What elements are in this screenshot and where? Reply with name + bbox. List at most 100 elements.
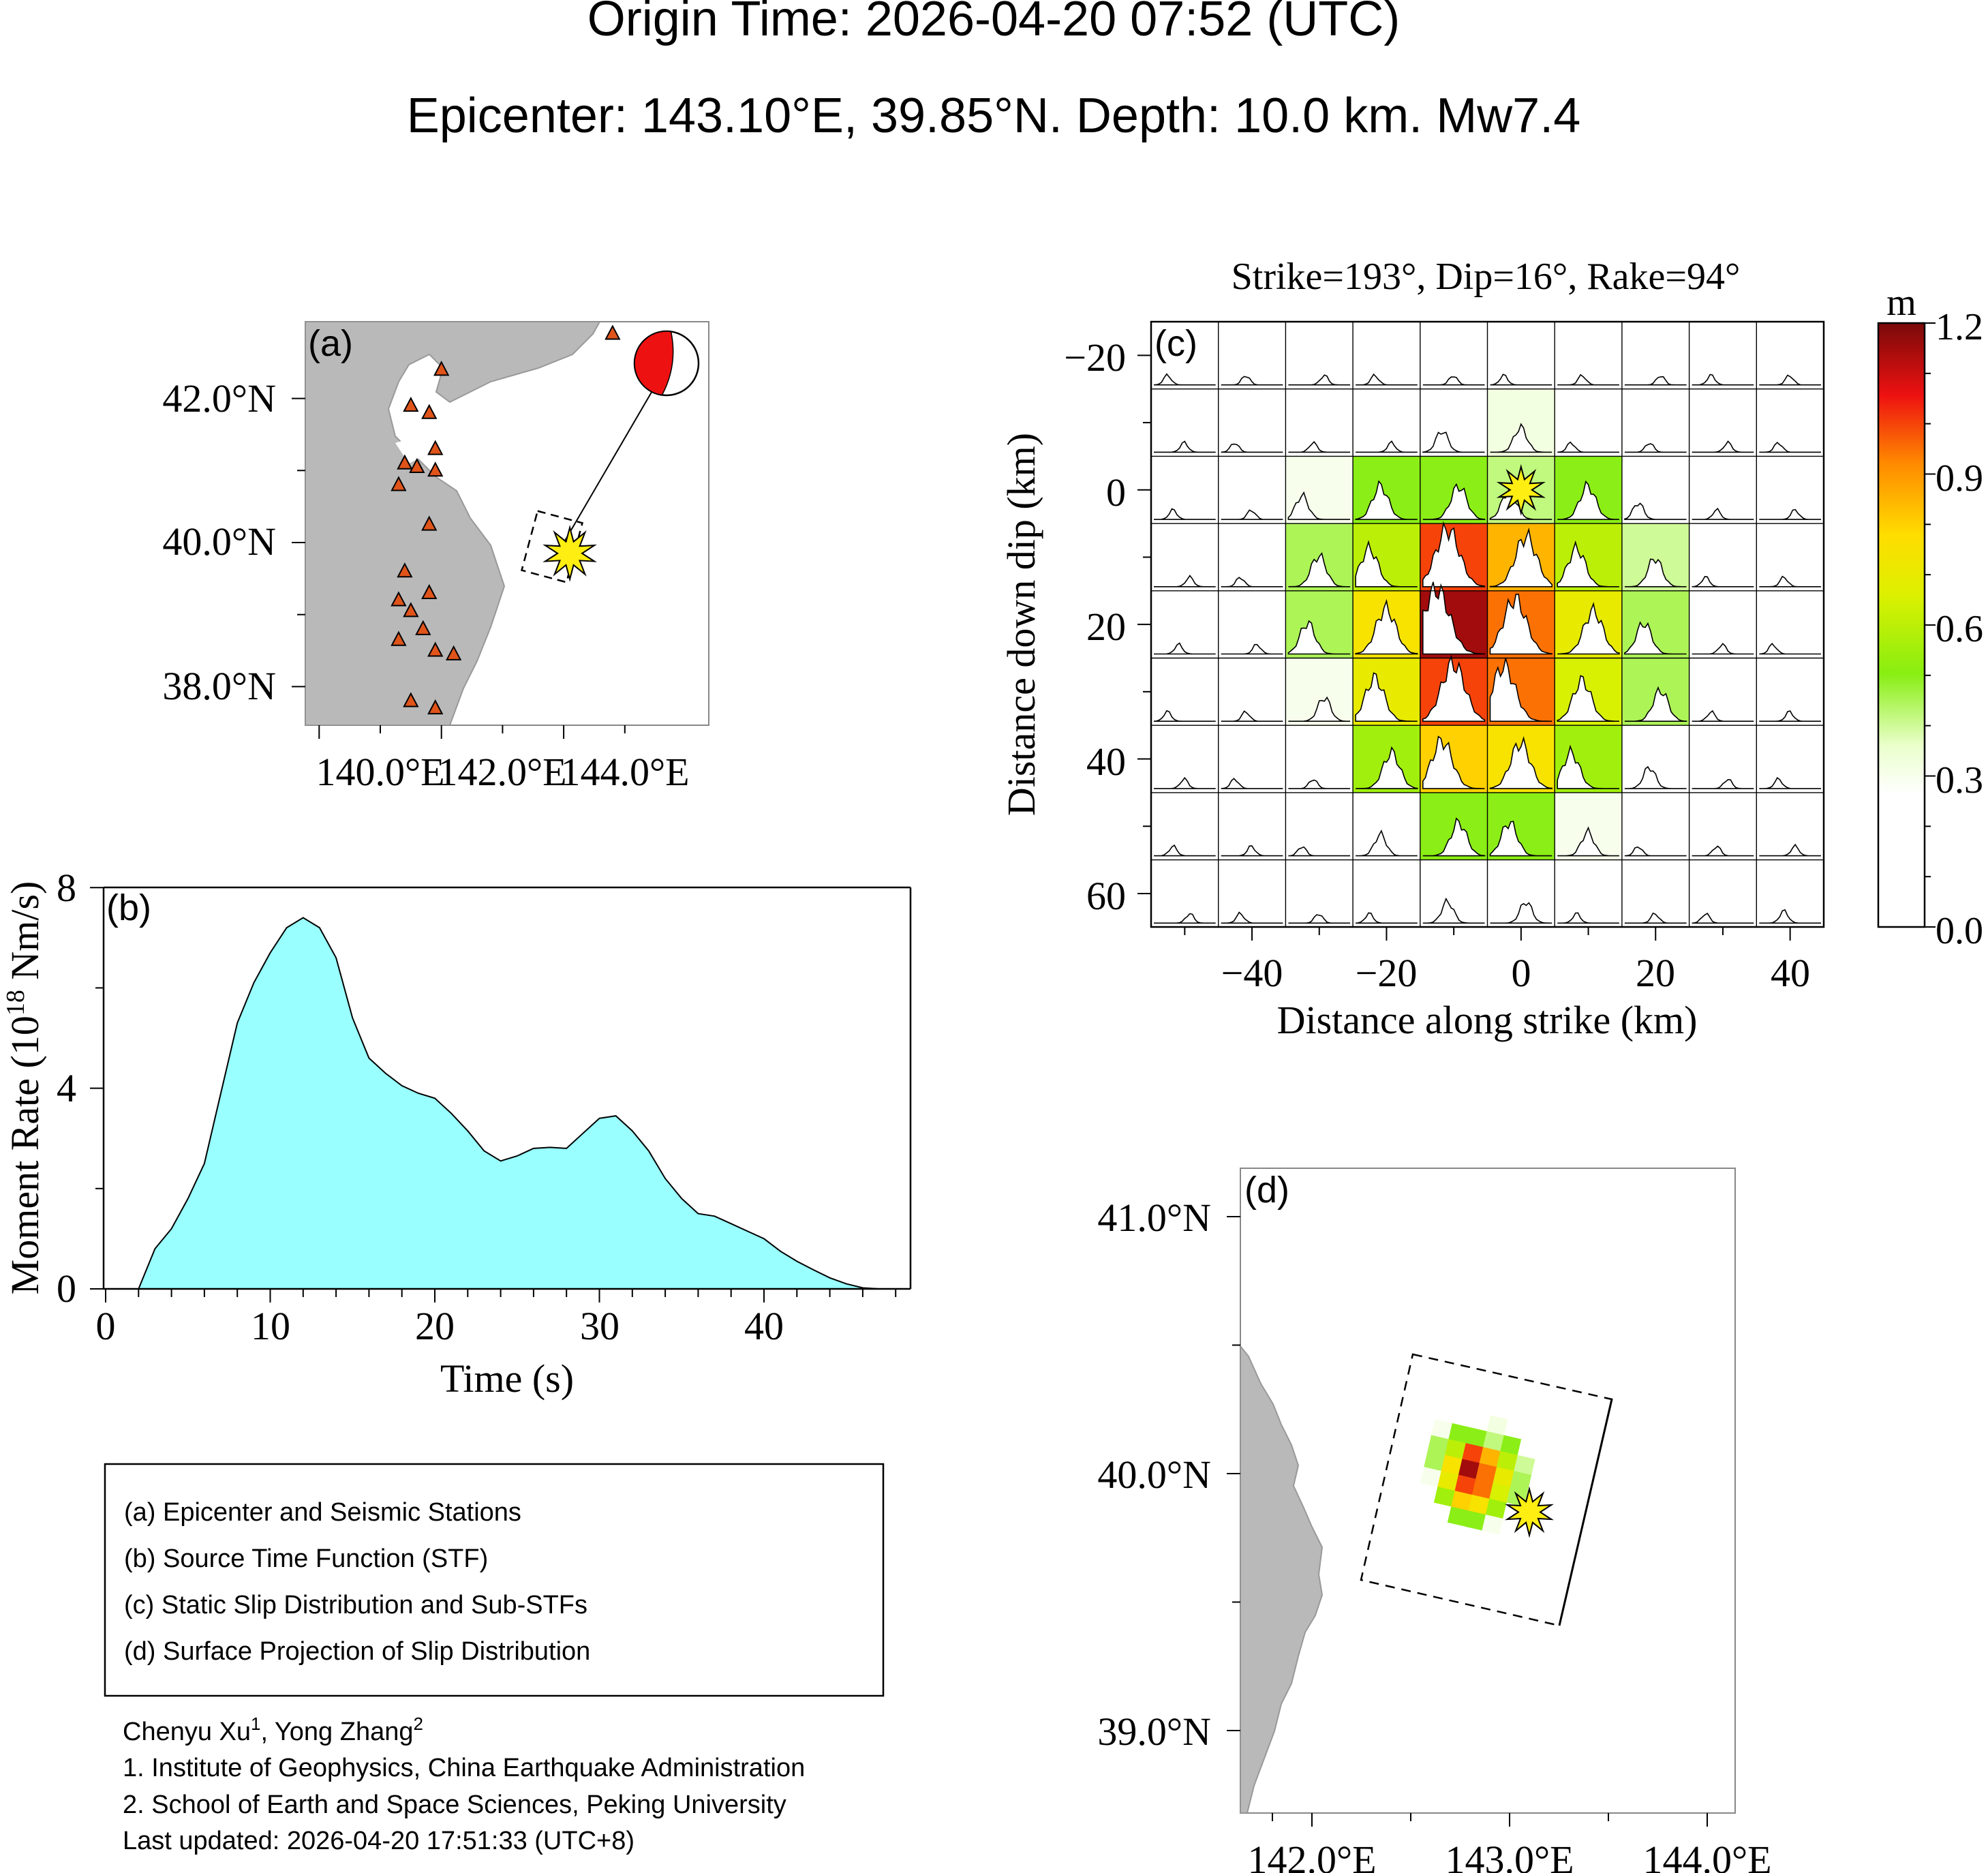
sub-stf-8-3 — [1356, 912, 1418, 924]
proj-cell-4-5 — [1475, 1463, 1497, 1484]
station-marker-5 — [397, 454, 413, 470]
b-ylabel-sup: 18 — [1, 990, 30, 1016]
fault-outline-dashed — [1360, 1353, 1613, 1627]
sub-stf-8-1 — [1221, 911, 1283, 924]
proj-cell-5-3 — [1437, 1470, 1459, 1491]
proj-cell-3-5 — [1479, 1447, 1501, 1467]
station-marker-9 — [421, 515, 438, 531]
station-marker-11 — [421, 583, 438, 599]
slip-cell-1-2 — [1285, 389, 1354, 457]
sub-stf-0-6 — [1557, 374, 1619, 386]
slip-cell-7-7 — [1621, 792, 1689, 860]
projected-slip — [1420, 1411, 1539, 1547]
b-ylabel-main: Moment Rate (10 — [3, 1016, 47, 1294]
proj-cell-6-5 — [1468, 1494, 1490, 1515]
slip-cell-7-0 — [1151, 792, 1219, 860]
sub-stf-5-8 — [1692, 710, 1754, 722]
a-xtick-144: 144.0°E — [560, 750, 689, 794]
slip-cell-0-5 — [1487, 322, 1555, 389]
slip-cell-8-6 — [1555, 859, 1622, 928]
sub-stf-4-6 — [1557, 602, 1620, 655]
sub-stf-8-5 — [1490, 902, 1553, 924]
sub-stf-1-4 — [1422, 431, 1485, 453]
fault-top-edge — [1558, 1399, 1613, 1626]
panel-d-land — [1240, 1345, 1324, 1813]
sub-stf-3-3 — [1355, 540, 1418, 588]
slip-cell-4-9 — [1756, 590, 1824, 658]
sub-stf-6-7 — [1624, 765, 1687, 789]
sub-stf-4-2 — [1287, 620, 1351, 655]
c-xtick-20: 20 — [1636, 951, 1675, 995]
title-origin-time: Origin Time: 2026-04-20 07:52 (UTC) — [587, 0, 1401, 46]
credits: Chenyu Xu1, Yong Zhang2 1. Institute of … — [123, 1714, 805, 1855]
sub-stf-7-1 — [1221, 845, 1283, 857]
panel-b-label: (b) — [106, 887, 151, 928]
proj-cell-4-4 — [1458, 1459, 1480, 1480]
a-ytick-40: 40.0°N — [162, 519, 276, 564]
proj-cell-6-6 — [1485, 1498, 1508, 1519]
b-xtick-10: 10 — [251, 1304, 290, 1348]
sub-stf-6-8 — [1692, 778, 1754, 789]
sub-stf-4-9 — [1759, 642, 1821, 655]
station-marker-12 — [391, 591, 407, 607]
sub-stf-6-1 — [1221, 778, 1283, 789]
slip-cell-7-8 — [1689, 792, 1757, 860]
c-xtick-0: 0 — [1512, 951, 1531, 995]
sub-stf-0-0 — [1153, 373, 1216, 386]
b-xtick-40: 40 — [744, 1304, 784, 1348]
projected-slip-grid — [1420, 1411, 1539, 1547]
sub-stf-4-7 — [1624, 621, 1687, 655]
hypocenter-star-c — [1496, 463, 1546, 516]
sub-stf-1-0 — [1154, 440, 1216, 453]
legend-item-c: (c) Static Slip Distribution and Sub-STF… — [124, 1591, 587, 1619]
sub-stf-3-1 — [1221, 577, 1283, 588]
sub-stf-0-4 — [1422, 376, 1485, 386]
slip-cell-5-0 — [1151, 658, 1219, 726]
sub-stf-2-9 — [1759, 508, 1821, 520]
c-ytick-0: 0 — [1106, 470, 1126, 515]
d-xtick-142: 142.0°E — [1247, 1838, 1376, 1873]
beachball — [633, 330, 700, 397]
sub-stf-traces — [1153, 373, 1821, 924]
slip-cell-1-6 — [1555, 389, 1622, 457]
proj-cell-7-3 — [1430, 1502, 1452, 1523]
fault-rectangle-a — [520, 510, 584, 583]
b-tick-marks — [90, 887, 897, 1303]
credits-affil-2: 2. School of Earth and Space Sciences, P… — [123, 1791, 786, 1819]
slip-cell-1-7 — [1621, 389, 1689, 457]
sub-stf-8-7 — [1624, 912, 1687, 924]
sub-stf-5-2 — [1288, 696, 1351, 722]
slip-cell-4-1 — [1218, 590, 1286, 658]
a-xtick-142: 142.0°E — [438, 750, 566, 794]
colorbar-unit: m — [1886, 281, 1916, 324]
slip-cell-1-8 — [1689, 389, 1757, 457]
colorbar-ticks — [1925, 322, 1936, 928]
station-marker-15 — [391, 630, 407, 646]
sub-stf-8-8 — [1692, 913, 1754, 924]
station-marker-4 — [427, 440, 444, 455]
proj-cell-4-3 — [1441, 1455, 1463, 1476]
sub-stf-7-0 — [1154, 844, 1216, 857]
sub-stf-5-4 — [1422, 654, 1486, 722]
b-ylabel-tail: Nm/s) — [3, 881, 47, 990]
author-1: Chenyu Xu — [123, 1718, 251, 1746]
station-marker-1 — [433, 361, 450, 376]
stf-area — [137, 917, 880, 1290]
sub-stf-0-8 — [1692, 374, 1754, 386]
sub-stf-6-0 — [1154, 776, 1216, 789]
sub-stf-4-1 — [1221, 643, 1283, 655]
sub-stf-0-1 — [1221, 376, 1283, 386]
slip-cell-1-4 — [1420, 389, 1488, 457]
slip-cell-1-1 — [1218, 389, 1286, 457]
sub-stf-7-7 — [1624, 846, 1687, 857]
b-ytick-0: 0 — [57, 1266, 76, 1311]
station-marker-13 — [403, 602, 419, 618]
slip-cell-0-8 — [1689, 322, 1757, 389]
c-ylabel: Distance down dip (km) — [999, 433, 1043, 816]
proj-cell-3-7 — [1514, 1455, 1535, 1476]
c-xtick-40: 40 — [1771, 951, 1810, 995]
d-ytick-41: 41.0°N — [1097, 1196, 1211, 1240]
sub-stf-2-3 — [1355, 480, 1418, 520]
slip-cell-6-2 — [1285, 725, 1354, 793]
sub-stf-7-4 — [1422, 817, 1486, 857]
